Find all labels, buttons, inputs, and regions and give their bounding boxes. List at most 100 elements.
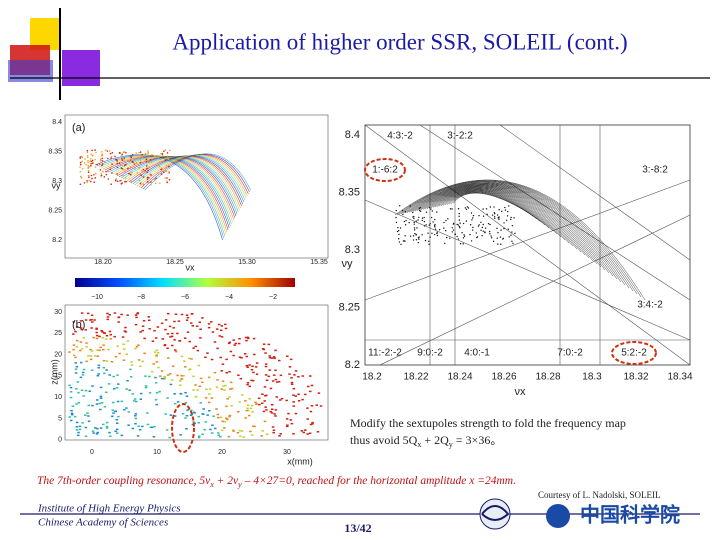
map-cell [98, 335, 101, 338]
map-cell [244, 336, 248, 339]
map-cell [301, 375, 305, 377]
map-dot [92, 161, 95, 164]
map-dot [418, 209, 421, 212]
map-cell [186, 409, 189, 412]
resonance-line [364, 179, 691, 301]
map-cell [68, 384, 71, 387]
map-dot [481, 226, 483, 229]
map-dot [88, 179, 90, 182]
map-dot [119, 164, 122, 167]
map-cell [154, 399, 158, 401]
map-dot [87, 161, 89, 164]
map-dot [443, 227, 445, 229]
map-dot [86, 151, 89, 154]
map-cell [112, 412, 115, 414]
map-cell [147, 316, 151, 318]
map-cell [165, 429, 169, 431]
map-dot [505, 219, 508, 221]
map-dot [144, 160, 147, 162]
map-cell [250, 404, 254, 407]
map-cell [247, 414, 251, 417]
map-cell [99, 427, 103, 429]
map-dot [138, 167, 140, 169]
map-cell [74, 368, 78, 370]
map-dot [168, 178, 171, 181]
map-cell [102, 423, 105, 426]
map-dot [115, 178, 118, 180]
map-cell [225, 417, 228, 420]
map-cell [95, 433, 99, 435]
map-cell [210, 432, 214, 434]
map-cell [232, 339, 235, 341]
cas-logo [546, 504, 570, 528]
map-cell [113, 312, 117, 314]
map-cell [300, 430, 304, 432]
map-cell [290, 381, 294, 384]
map-cell [252, 371, 255, 374]
map-cell [98, 402, 101, 405]
map-cell [290, 383, 294, 386]
map-cell [198, 321, 201, 324]
map-cell [292, 394, 295, 396]
map-cell [272, 356, 276, 358]
map-cell [126, 340, 130, 342]
map-cell [274, 369, 277, 372]
map-cell [71, 405, 75, 407]
map-curve [418, 185, 598, 265]
map-cell [143, 352, 146, 355]
map-cell [217, 416, 220, 419]
map-dot [405, 219, 407, 222]
map-cell [91, 430, 95, 432]
map-cell [122, 359, 126, 361]
map-dot [461, 231, 463, 234]
map-cell [72, 344, 76, 346]
map-cell [279, 433, 282, 435]
map-dot [400, 243, 402, 246]
map-dot [89, 160, 92, 162]
resonance-label: 7:0:-2 [557, 348, 583, 359]
map-cell [177, 320, 181, 322]
map-dot [456, 223, 458, 226]
map-cell [135, 345, 139, 348]
map-dot [135, 162, 138, 164]
map-curve [452, 192, 530, 214]
map-cell [192, 389, 195, 391]
map-cell [245, 339, 248, 342]
map-dot [129, 166, 132, 168]
map-dot [134, 162, 136, 165]
map-dot [110, 183, 113, 186]
map-cell [286, 424, 289, 426]
map-dot [85, 163, 87, 166]
map-dot [141, 153, 144, 156]
map-cell [187, 408, 190, 411]
map-curve [444, 191, 546, 226]
map-dot [508, 205, 510, 207]
map-cell [82, 368, 86, 371]
map-cell [68, 351, 71, 353]
map-dot [413, 217, 415, 220]
map-cell [125, 388, 128, 390]
map-dot [90, 174, 93, 177]
map-dot [412, 235, 415, 237]
map-cell [114, 410, 117, 413]
map-dot [401, 209, 404, 212]
map-cell [211, 424, 214, 426]
map-cell [239, 435, 242, 437]
map-cell [274, 415, 277, 417]
map-cell [157, 366, 160, 369]
map-cell [271, 426, 275, 428]
map-cell [199, 402, 202, 404]
map-dot [404, 224, 407, 226]
map-dot [457, 238, 460, 240]
map-dot [153, 178, 156, 181]
map-cell [76, 381, 80, 383]
map-cell [290, 377, 293, 379]
map-cell [265, 379, 269, 382]
map-cell [80, 328, 83, 331]
map-dot [395, 216, 397, 219]
map-cell [204, 356, 207, 359]
map-cell [199, 377, 203, 380]
map-cell [120, 400, 124, 403]
map-cell [86, 312, 90, 315]
map-cell [73, 415, 77, 418]
